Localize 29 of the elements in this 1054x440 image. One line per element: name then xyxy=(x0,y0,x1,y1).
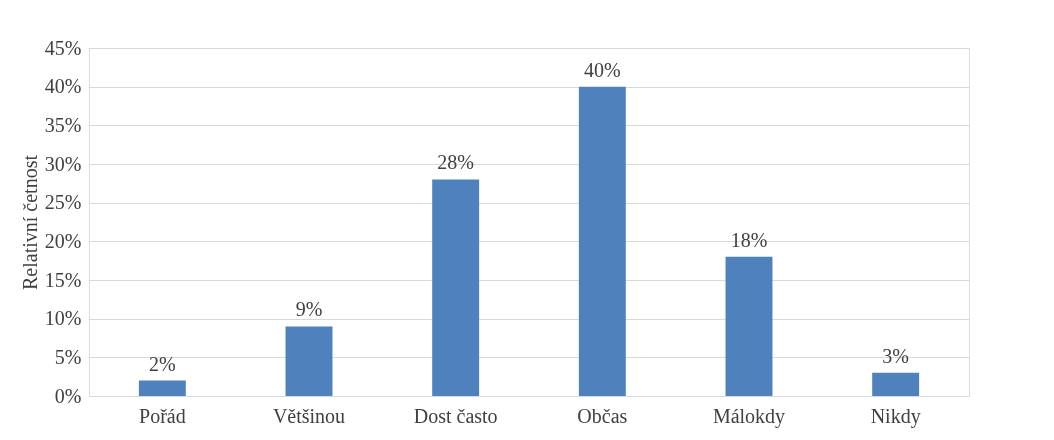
y-tick-label: 30% xyxy=(44,152,82,175)
x-tick-label: Dost často xyxy=(413,404,498,427)
data-label: 40% xyxy=(584,58,621,81)
bar xyxy=(578,86,626,396)
x-tick-label: Pořád xyxy=(139,404,186,427)
y-tick-label: 20% xyxy=(44,229,82,252)
bar xyxy=(285,326,333,396)
y-tick-label: 5% xyxy=(54,345,82,368)
data-label: 9% xyxy=(295,298,323,321)
data-label: 3% xyxy=(882,344,909,367)
bar xyxy=(432,179,480,396)
y-tick-label: 45% xyxy=(44,36,82,59)
bar xyxy=(138,380,186,396)
y-tick-label: 15% xyxy=(44,268,82,291)
y-tick-label: 35% xyxy=(44,113,82,136)
x-tick-label: Občas xyxy=(577,404,628,427)
bar xyxy=(872,372,920,396)
x-tick-label: Nikdy xyxy=(870,404,921,428)
bar xyxy=(725,256,773,396)
data-label: 28% xyxy=(437,151,474,174)
y-tick-label: 40% xyxy=(44,75,82,98)
y-axis-title: Relativní četnost xyxy=(18,154,41,290)
data-label: 18% xyxy=(730,228,768,251)
x-tick-label: Většinou xyxy=(272,404,346,427)
y-tick-label: 10% xyxy=(44,307,82,330)
data-label: 2% xyxy=(149,352,176,375)
y-tick-label: 25% xyxy=(44,191,82,214)
x-tick-label: Málokdy xyxy=(712,404,786,428)
y-tick-label: 0% xyxy=(54,384,82,407)
